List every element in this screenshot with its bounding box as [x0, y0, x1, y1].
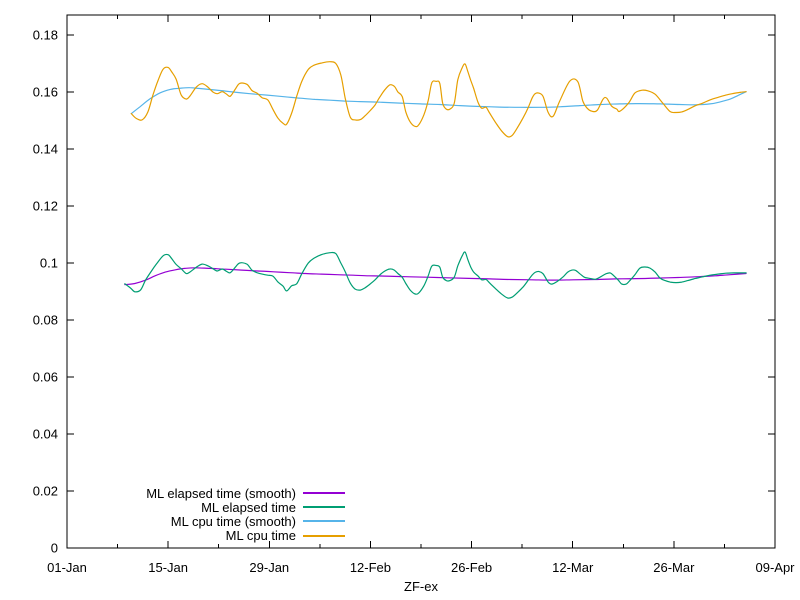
x-axis-title: ZF-ex: [404, 579, 438, 594]
legend-line-sample: [303, 534, 345, 537]
y-tick-label: 0.08: [33, 312, 58, 327]
series-line-ml-elapsed-time-smooth: [124, 267, 747, 286]
legend-item: ML cpu time: [65, 528, 345, 544]
x-tick-label: 29-Jan: [249, 560, 289, 575]
y-tick-label: 0.02: [33, 483, 58, 498]
series-line-ml-elapsed-time: [124, 251, 747, 299]
x-tick-label: 01-Jan: [47, 560, 87, 575]
y-tick-label: 0.04: [33, 426, 58, 441]
legend: ML elapsed time (smooth) ML elapsed time…: [65, 486, 345, 543]
legend-label: ML elapsed time (smooth): [146, 485, 296, 501]
y-tick-label: 0.06: [33, 369, 58, 384]
y-tick-label: 0.16: [33, 84, 58, 99]
y-tick-label: 0.1: [40, 255, 58, 270]
legend-line-sample: [303, 520, 345, 523]
legend-label: ML elapsed time: [201, 499, 296, 515]
x-tick-label: 26-Mar: [653, 560, 695, 575]
y-tick-label: 0: [51, 541, 58, 556]
y-tick-label: 0.14: [33, 141, 58, 156]
legend-item: ML cpu time (smooth): [65, 513, 345, 529]
x-tick-label: 12-Mar: [552, 560, 594, 575]
series-line-ml-cpu-time: [130, 61, 747, 138]
x-tick-label: 15-Jan: [148, 560, 188, 575]
legend-line-sample: [303, 492, 345, 495]
y-tick-label: 0.18: [33, 27, 58, 42]
y-tick-label: 0.12: [33, 198, 58, 213]
legend-label: ML cpu time (smooth): [170, 513, 296, 529]
x-tick-label: 12-Feb: [350, 560, 391, 575]
x-tick-label: 26-Feb: [451, 560, 492, 575]
legend-item: ML elapsed time (smooth): [65, 485, 345, 501]
legend-line-sample: [303, 506, 345, 509]
legend-label: ML cpu time: [225, 528, 296, 544]
legend-item: ML elapsed time: [65, 499, 345, 515]
x-tick-label: 09-Apr: [755, 560, 795, 575]
series-line-ml-cpu-time-smooth: [130, 87, 747, 115]
